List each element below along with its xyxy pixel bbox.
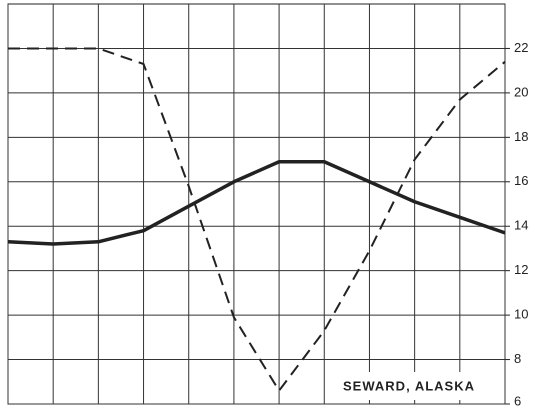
- y-tick-label: 20: [514, 84, 528, 99]
- y-tick-label: 14: [514, 218, 528, 233]
- y-tick-label: 10: [514, 307, 528, 322]
- annotation-box: [330, 372, 488, 400]
- y-tick-label: 12: [514, 262, 528, 277]
- y-tick-label: 6: [514, 393, 521, 408]
- plot-frame: [7, 3, 506, 405]
- y-tick-label: 18: [514, 129, 528, 144]
- y-tick-label: 8: [514, 351, 521, 366]
- y-tick-label: 22: [514, 40, 528, 55]
- annotation: SEWARD, ALASKA: [343, 378, 475, 393]
- dashed-line: [8, 47, 506, 392]
- solid-line: [7, 160, 506, 246]
- y-tick-label: 16: [514, 173, 528, 188]
